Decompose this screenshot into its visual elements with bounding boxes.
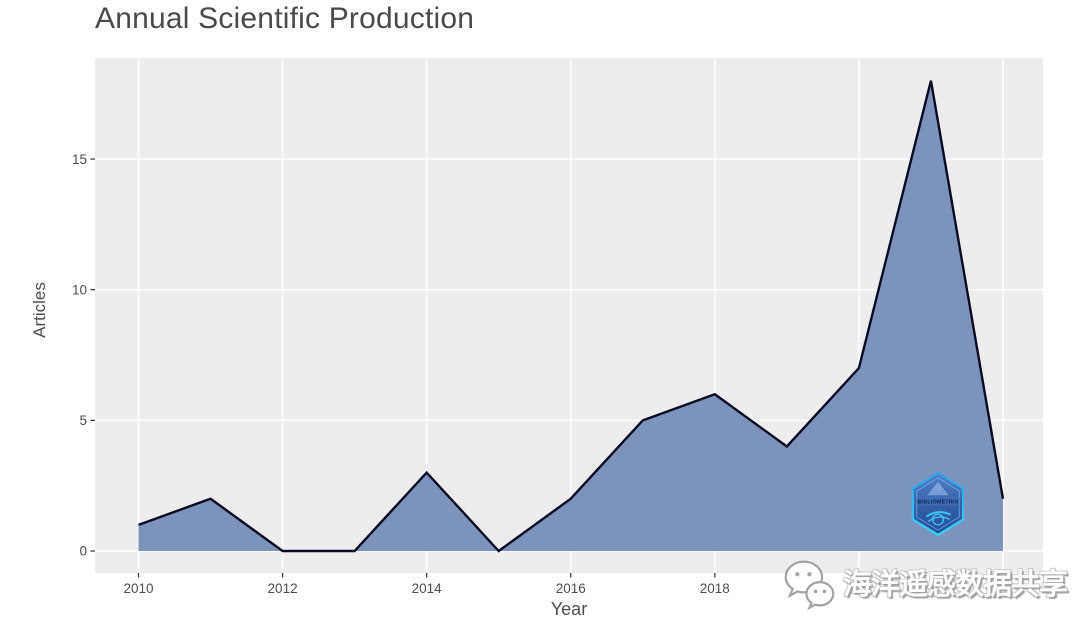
x-tick-label: 2018 xyxy=(700,581,730,596)
bibliometrix-logo-watermark: BIBLIOMETRIX xyxy=(911,471,965,537)
wechat-eye-3 xyxy=(813,589,818,594)
logo-swirl-1 xyxy=(925,511,951,518)
x-tick-label: 2016 xyxy=(556,581,586,596)
wechat-eye-4 xyxy=(822,589,827,594)
y-axis-title: Articles xyxy=(30,282,49,338)
wechat-eye-2 xyxy=(807,572,812,577)
y-tick-label: 0 xyxy=(79,544,87,559)
trend-line xyxy=(138,80,1005,553)
logo-text: BIBLIOMETRIX xyxy=(917,499,958,505)
logo-swirl-2 xyxy=(927,516,950,523)
logo-band xyxy=(916,496,960,506)
x-tick-label: 2012 xyxy=(268,581,298,596)
wechat-icon xyxy=(784,560,835,611)
wechat-watermark-text: 海洋遥感数据共享 xyxy=(843,569,1068,601)
y-tick-label: 15 xyxy=(72,152,87,167)
logo-mountain-shape xyxy=(927,481,949,496)
y-tick-label: 10 xyxy=(72,282,87,297)
x-tick-label: 2014 xyxy=(412,581,443,596)
chart-title: Annual Scientific Production xyxy=(95,2,475,35)
x-tick-label: 2010 xyxy=(123,581,153,596)
wechat-eye-1 xyxy=(795,572,800,577)
wechat-small-bubble xyxy=(805,581,835,611)
y-tick-label: 5 xyxy=(79,413,87,428)
wechat-watermark: 海洋遥感数据共享 xyxy=(779,553,1079,615)
logo-swirl-circle xyxy=(932,513,944,526)
x-axis-title: Year xyxy=(550,599,588,619)
logo-inner-hexagon xyxy=(916,477,960,531)
